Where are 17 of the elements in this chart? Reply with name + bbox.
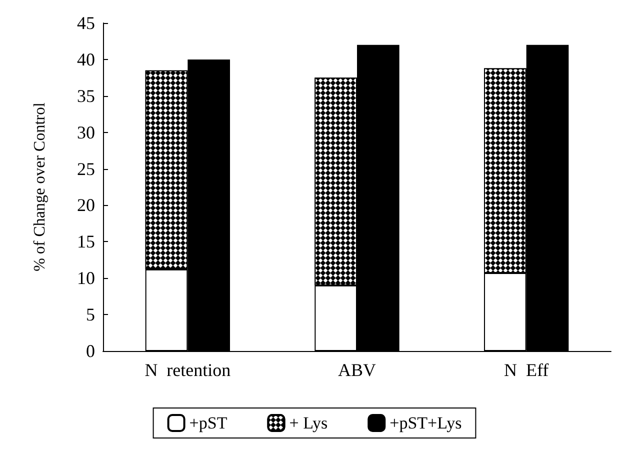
y-axis-title: % of Change over Control bbox=[32, 102, 48, 272]
y-tick-label: 10 bbox=[77, 268, 95, 288]
legend-label: + Lys bbox=[289, 414, 328, 432]
x-tick-label: N Eff bbox=[504, 360, 549, 380]
y-tick-label: 0 bbox=[86, 341, 95, 361]
x-tick-label: N retention bbox=[144, 360, 231, 380]
y-tick-label: 35 bbox=[77, 86, 95, 106]
x-tick-label: ABV bbox=[338, 360, 376, 380]
legend-label: +pST+Lys bbox=[390, 414, 462, 432]
y-tick-label: 40 bbox=[77, 49, 95, 70]
y-tick-label: 45 bbox=[77, 13, 95, 33]
legend-label: +pST bbox=[189, 414, 228, 432]
y-tick-label: 30 bbox=[77, 122, 95, 142]
y-tick-label: 15 bbox=[77, 232, 95, 252]
y-tick-label: 25 bbox=[77, 158, 95, 179]
y-tick-label: 5 bbox=[86, 304, 95, 325]
y-tick-label: 20 bbox=[77, 195, 95, 216]
